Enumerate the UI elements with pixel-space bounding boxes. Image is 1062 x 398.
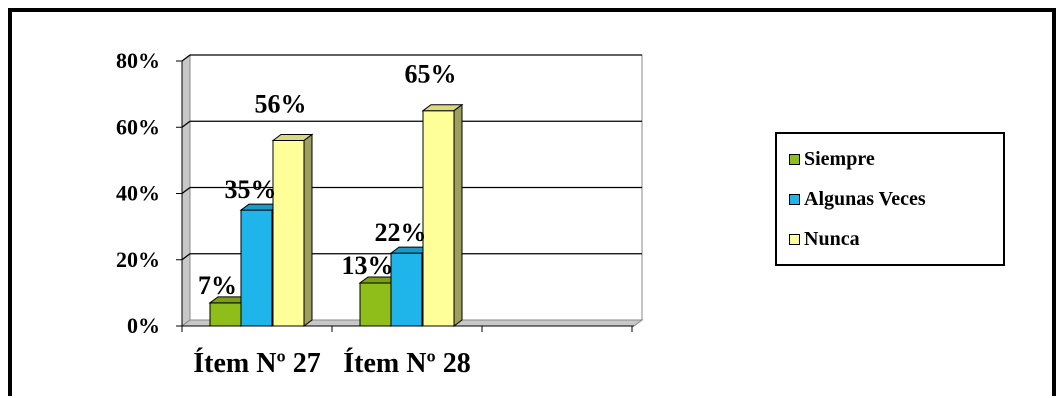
- chart-frame: [8, 8, 1056, 396]
- bar-siempre: [209, 302, 242, 327]
- x-tick-label: Ítem Nº 27: [193, 348, 320, 379]
- data-label: 65%: [405, 60, 457, 89]
- legend-label: Algunas Veces: [804, 188, 926, 210]
- bar-nunca: [422, 110, 455, 327]
- bar-algunas-veces: [240, 209, 273, 327]
- data-label: 7%: [198, 271, 237, 300]
- legend-item: Siempre: [789, 148, 875, 171]
- data-label: 13%: [342, 251, 394, 280]
- legend-swatch: [789, 194, 800, 205]
- data-label: 56%: [255, 90, 307, 119]
- gridline-side: [181, 253, 191, 261]
- y-tick-label: 80%: [116, 48, 160, 73]
- y-tick-label: 60%: [116, 114, 160, 139]
- legend-item: Nunca: [789, 228, 860, 251]
- legend-swatch: [789, 154, 800, 165]
- legend-swatch: [789, 234, 800, 245]
- y-tick-label: 0%: [127, 313, 160, 338]
- legend-label: Nunca: [804, 228, 860, 250]
- x-tick-label: Ítem Nº 28: [343, 348, 470, 379]
- gridline-side: [181, 54, 191, 62]
- legend-item: Algunas Veces: [789, 188, 926, 211]
- legend: Siempre Algunas Veces Nunca: [775, 132, 1005, 266]
- data-label: 35%: [225, 175, 277, 204]
- bar-siempre: [359, 282, 392, 327]
- legend-label: Siempre: [804, 148, 875, 170]
- gridline-side: [181, 186, 191, 195]
- bar-side: [303, 133, 313, 327]
- bar-side: [453, 103, 463, 327]
- gridline-side: [181, 120, 191, 128]
- bar-nunca: [272, 140, 305, 327]
- data-label: 22%: [375, 218, 427, 247]
- y-tick-label: 40%: [116, 181, 160, 206]
- bar-algunas-veces: [390, 252, 423, 327]
- y-tick-label: 20%: [116, 247, 160, 272]
